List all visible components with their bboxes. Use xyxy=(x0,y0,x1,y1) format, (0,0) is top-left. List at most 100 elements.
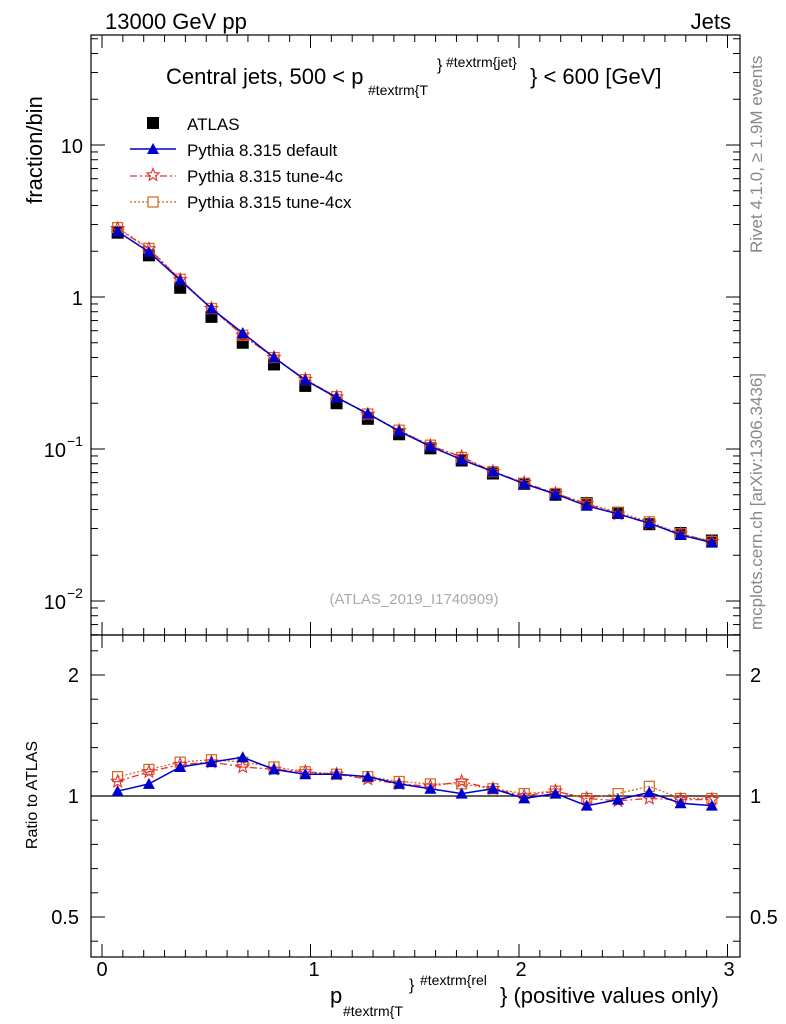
xaxis-label-sub: #textrm{T xyxy=(343,1003,403,1019)
ratio-point-pythia-8-315-default xyxy=(205,756,218,768)
main-point-pythia-8-315-default xyxy=(580,499,593,511)
ratio-point-pythia-8-315-default xyxy=(361,770,374,782)
main-axis-ticks xyxy=(91,35,740,636)
main-point-pythia-8-315-default xyxy=(518,477,531,489)
xtick-label-3: 3 xyxy=(723,959,734,981)
ratio-point-pythia-8-315-default xyxy=(111,785,124,797)
main-ytick-label-0p1-base: 10 xyxy=(44,440,66,462)
plot-title-sub: #textrm{T xyxy=(368,82,428,98)
plot-title-sup: #textrm{jet} xyxy=(446,54,517,70)
legend-marker-tune-4c xyxy=(145,166,161,182)
legend-entry-atlas: ATLAS xyxy=(147,115,240,134)
ratio-point-pythia-8-315-default xyxy=(299,768,312,780)
ratio-point-pythia-8-315-default xyxy=(393,777,406,789)
side-label-top: Rivet 4.1.0, ≥ 1.9M events xyxy=(747,56,766,253)
xtick-label-2: 2 xyxy=(515,959,526,981)
ratio-point-pythia-8-315-tune-4c xyxy=(454,773,470,788)
main-point-pythia-8-315-tune-4c xyxy=(235,327,251,342)
ratio-series xyxy=(110,751,720,811)
legend-label-default: Pythia 8.315 default xyxy=(187,141,338,160)
ratio-axis-ticks xyxy=(91,635,740,957)
main-point-pythia-8-315-default xyxy=(612,507,625,519)
ratio-line-pythia-8-315-default xyxy=(117,756,712,807)
main-point-pythia-8-315-default xyxy=(205,302,218,314)
ratio-ytick-label-right-2: 2 xyxy=(750,665,761,687)
plot-title-close: } xyxy=(437,57,443,74)
main-point-pythia-8-315-default xyxy=(174,274,187,286)
xaxis-label-close: } xyxy=(409,977,415,994)
legend-label-tune-4cx: Pythia 8.315 tune-4cx xyxy=(187,193,352,212)
plot-title-pre: Central jets, 500 < p xyxy=(166,64,364,89)
ratio-ylabel: Ratio to ATLAS xyxy=(24,741,41,849)
ratio-point-pythia-8-315-default xyxy=(142,777,155,789)
main-ylabel: fraction/bin xyxy=(22,96,47,204)
ratio-point-pythia-8-315-default xyxy=(330,768,343,780)
main-ytick-label-0p01-base: 10 xyxy=(44,592,66,614)
main-ytick-label-0p01: 10 xyxy=(44,592,66,614)
ratio-point-pythia-8-315-default xyxy=(705,799,718,811)
main-ytick-label-0p01-exp: −2 xyxy=(67,585,83,601)
main-point-pythia-8-315-default xyxy=(393,425,406,437)
main-series xyxy=(110,220,720,549)
header-left: 13000 GeV pp xyxy=(105,9,247,34)
legend: ATLAS Pythia 8.315 default Pythia 8.315 … xyxy=(130,115,352,212)
ratio-point-pythia-8-315-default xyxy=(643,786,656,798)
main-point-pythia-8-315-default xyxy=(643,517,656,529)
main-ytick-label-0p1: 10 xyxy=(44,440,66,462)
main-point-pythia-8-315-default xyxy=(299,374,312,386)
ratio-point-pythia-8-315-tune-4c xyxy=(110,773,126,788)
side-label-bottom: mcplots.cern.ch [arXiv:1306.3436] xyxy=(747,373,766,630)
main-ytick-label-0p1-exp: −1 xyxy=(67,433,83,449)
xaxis-label-post: } (positive values only) xyxy=(500,983,719,1008)
ratio-point-pythia-8-315-default xyxy=(612,793,625,805)
watermark: (ATLAS_2019_I1740909) xyxy=(329,591,498,608)
main-point-pythia-8-315-default xyxy=(486,465,499,477)
ratio-point-pythia-8-315-default xyxy=(674,797,687,809)
main-point-pythia-8-315-default xyxy=(330,391,343,403)
main-line-pythia-8-315-tune-4cx xyxy=(117,227,713,542)
xaxis-label-sup: #textrm{rel xyxy=(420,972,487,988)
main-ytick-label-10: 10 xyxy=(61,136,83,158)
ratio-point-pythia-8-315-tune-4cx xyxy=(112,771,124,783)
ratio-point-pythia-8-315-default xyxy=(424,782,437,794)
ratio-point-pythia-8-315-default xyxy=(518,792,531,804)
ratio-panel: 0.5 1 2 0.5 1 2 Ratio to ATLAS xyxy=(24,634,778,958)
ratio-point-pythia-8-315-default xyxy=(236,751,249,763)
main-point-pythia-8-315-default xyxy=(268,351,281,363)
main-point-pythia-8-315-default xyxy=(142,245,155,257)
main-point-pythia-8-315-default xyxy=(111,225,124,237)
xaxis-label: p #textrm{T } #textrm{rel } (positive va… xyxy=(330,972,719,1019)
ratio-point-pythia-8-315-default xyxy=(268,763,281,775)
ratio-point-pythia-8-315-default xyxy=(486,782,499,794)
main-line-pythia-8-315-tune-4c xyxy=(117,228,713,543)
ratio-point-pythia-8-315-default xyxy=(549,787,562,799)
legend-marker-atlas xyxy=(147,117,159,129)
main-point-pythia-8-315-default xyxy=(549,488,562,500)
plot-title-post: } < 600 [GeV] xyxy=(530,64,661,89)
ratio-ytick-label-right-1: 1 xyxy=(750,786,761,808)
ratio-point-pythia-8-315-tune-4c xyxy=(141,763,157,779)
legend-label-tune-4c: Pythia 8.315 tune-4c xyxy=(187,167,343,186)
main-ytick-label-1: 1 xyxy=(72,288,83,310)
ratio-point-pythia-8-315-tune-4c xyxy=(235,758,251,774)
main-point-pythia-8-315-default xyxy=(236,326,249,338)
main-line-pythia-8-315-default xyxy=(117,230,713,544)
plot-title: Central jets, 500 < p #textrm{T } #textr… xyxy=(166,54,661,98)
xaxis-label-p: p xyxy=(330,983,342,1008)
main-point-pythia-8-315-default xyxy=(455,453,468,465)
legend-entry-tune-4c: Pythia 8.315 tune-4c xyxy=(130,166,343,186)
header-right: Jets xyxy=(691,9,731,34)
ratio-line-pythia-8-315-tune-4c xyxy=(117,761,712,802)
legend-entry-default: Pythia 8.315 default xyxy=(130,141,338,160)
ratio-point-pythia-8-315-default xyxy=(580,799,593,811)
main-panel: 10 1 10 −1 10 −2 fraction/bin Central je… xyxy=(22,34,741,636)
ratio-point-pythia-8-315-default xyxy=(455,787,468,799)
main-point-pythia-8-315-default xyxy=(674,528,687,540)
ratio-ytick-label-left-0p5: 0.5 xyxy=(51,907,79,929)
ratio-ytick-label-right-0p5: 0.5 xyxy=(750,907,778,929)
legend-label-atlas: ATLAS xyxy=(187,115,240,134)
main-point-pythia-8-315-default xyxy=(705,536,718,548)
main-point-pythia-8-315-default xyxy=(361,407,374,419)
xtick-label-0: 0 xyxy=(96,959,107,981)
